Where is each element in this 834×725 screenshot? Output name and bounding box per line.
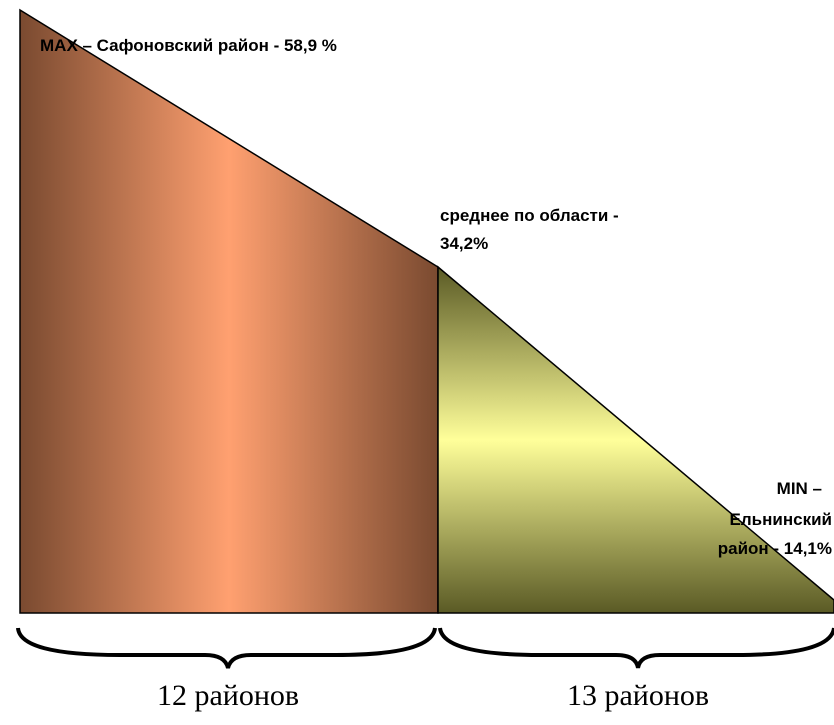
group-label: 13 районов <box>567 679 709 712</box>
max-label: MAX – Сафоновский район - 58,9 % <box>40 36 337 55</box>
min-label: район - 14,1% <box>718 539 832 558</box>
lower-part <box>437 265 834 614</box>
brace-left <box>16 627 437 669</box>
min-label: MIN – <box>777 479 822 498</box>
group-label: 12 районов <box>157 679 299 712</box>
min-label: Ельнинский <box>730 510 832 529</box>
average-label: 34,2% <box>440 234 488 253</box>
upper-part <box>19 8 439 614</box>
brace-right <box>438 627 834 669</box>
average-label: среднее по области - <box>440 206 619 225</box>
